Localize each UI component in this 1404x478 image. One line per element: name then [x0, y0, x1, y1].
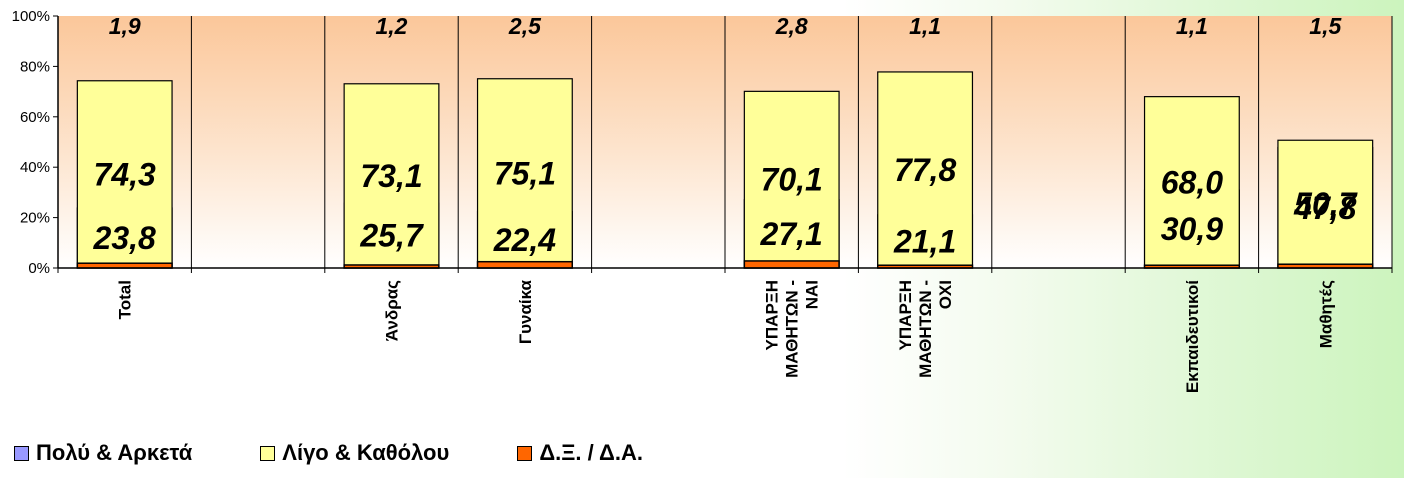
bar-segment-dk [476, 260, 574, 269]
y-tick-label: 20% [20, 210, 50, 227]
data-label: 1,9 [109, 13, 141, 39]
bar-segment-dk [743, 260, 840, 269]
y-tick-label: 60% [20, 109, 50, 126]
data-label: 25,7 [359, 218, 424, 254]
category-label-line: ΟΧΙ [936, 280, 955, 309]
data-label: 2,5 [508, 13, 542, 39]
data-label: 74,3 [94, 156, 156, 192]
bar-segment-low [476, 78, 573, 269]
category-label-line: ΥΠΑΡΞΗ [763, 280, 782, 350]
category-label-line: ΜΑΘΗΤΩΝ - [783, 280, 802, 378]
data-label: 27,1 [760, 216, 823, 252]
category-label: Μαθητές [1316, 280, 1335, 348]
category-label-line: Εκπαιδευτικοί [1183, 280, 1202, 393]
bar-segment-low [343, 83, 440, 269]
data-label: 21,1 [893, 223, 956, 259]
category-label: ΥΠΑΡΞΗ ΜΑΘΗΤΩΝ - ΟΧΙ [896, 280, 955, 378]
data-label: 73,1 [360, 158, 422, 194]
data-label: 1,1 [909, 13, 941, 39]
y-tick-label: 100% [12, 8, 50, 25]
data-label: 1,5 [1309, 13, 1342, 39]
legend-label: Πολύ & Αρκετά [36, 440, 193, 465]
category-label: Εκπαιδευτικοί [1183, 280, 1202, 393]
data-label: 1,2 [376, 13, 408, 39]
y-tick-label: 40% [20, 159, 50, 176]
data-label: 2,8 [775, 13, 808, 39]
data-label: 22,4 [493, 222, 556, 258]
category-label: Άνδρας [383, 280, 402, 341]
data-label: 23,8 [93, 220, 156, 256]
y-tick-label: 80% [20, 58, 50, 75]
category-label-line: Άνδρας [383, 280, 402, 341]
bar-segment-low [743, 90, 840, 269]
legend-swatch [260, 445, 276, 461]
data-label: 68,0 [1161, 164, 1223, 200]
data-label: 75,1 [494, 155, 556, 191]
legend: Πολύ & Αρκετά Λίγο & Καθόλου Δ.Ξ. / Δ.Α. [14, 438, 711, 468]
bar-segment-low [1143, 96, 1240, 269]
category-label-line: Total [116, 280, 135, 319]
legend-item: Δ.Ξ. / Δ.Α. [517, 440, 643, 466]
data-label: 77,8 [894, 152, 956, 188]
bar-segment-low [877, 71, 974, 269]
category-label-line: ΝΑΙ [803, 280, 822, 309]
category-label-line: Γυναίκα [516, 279, 535, 344]
data-label: 47,8 [1293, 190, 1356, 226]
data-label: 30,9 [1161, 211, 1223, 247]
legend-label: Δ.Ξ. / Δ.Α. [539, 440, 643, 465]
category-label-line: ΥΠΑΡΞΗ [896, 280, 915, 350]
category-label: Γυναίκα [516, 279, 535, 344]
category-label: Total [116, 280, 135, 319]
legend-item: Πολύ & Αρκετά [14, 440, 192, 466]
data-label: 50,7 [1294, 186, 1358, 222]
legend-item: Λίγο & Καθόλου [260, 440, 449, 466]
legend-label: Λίγο & Καθόλου [282, 440, 450, 465]
legend-swatch [517, 445, 533, 461]
bar-segment-low [1277, 139, 1374, 269]
category-label: ΥΠΑΡΞΗ ΜΑΘΗΤΩΝ - ΝΑΙ [763, 280, 822, 378]
data-label: 70,1 [761, 162, 823, 198]
bar-segment-low [76, 80, 173, 269]
y-tick-label: 0% [28, 260, 50, 277]
category-label-line: ΜΑΘΗΤΩΝ - [916, 280, 935, 378]
stacked-bar-chart: 23,8 74,3 1,9 25,7 73,1 1,2 22,4 75,1 2,5 27,1 70,… [12, 8, 1393, 393]
legend-swatch [14, 445, 29, 461]
data-label: 1,1 [1176, 13, 1208, 39]
category-label-line: Μαθητές [1316, 280, 1335, 348]
